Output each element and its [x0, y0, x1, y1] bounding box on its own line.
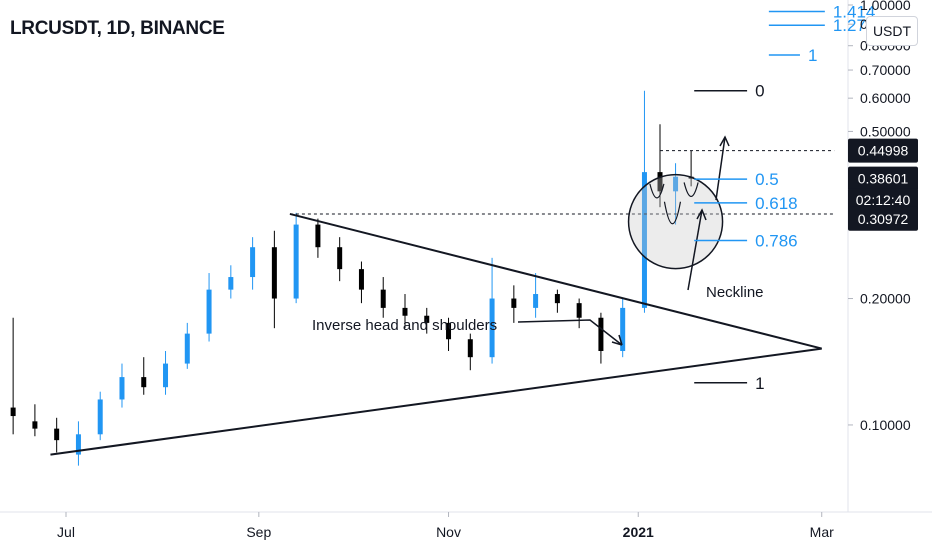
x-tick-label: Nov	[436, 524, 461, 540]
price-tag-bg	[848, 188, 918, 213]
symbol-title: LRCUSDT, 1D, BINANCE	[10, 18, 225, 39]
candle-body	[163, 363, 169, 388]
candle-body	[97, 399, 103, 435]
fib-level-label: 1	[755, 374, 764, 393]
candles	[10, 90, 694, 466]
candle-body	[380, 289, 386, 308]
fib-level-label: 1.414	[833, 2, 876, 21]
price-tag-label: 0.30972	[858, 211, 909, 227]
x-tick-label: Sep	[246, 524, 271, 540]
x-tick-label: Jul	[57, 524, 75, 540]
candle-body	[489, 298, 495, 358]
candle-body	[119, 377, 125, 400]
candle-body	[554, 294, 560, 304]
candle-body	[598, 317, 604, 351]
price-tag-label: 0.44998	[858, 143, 909, 159]
price-tag-bg	[848, 138, 918, 163]
time-axis[interactable]: Jul Sep Nov 2021 Mar	[57, 512, 834, 540]
candle-body	[10, 407, 16, 417]
axis-lines	[0, 0, 932, 513]
candle-body	[533, 294, 539, 308]
price-tag-label: 02:12:40	[856, 192, 911, 208]
currency-button[interactable]: USDT	[866, 16, 918, 46]
candle-body	[293, 224, 299, 299]
projection-arrow-1-head	[696, 208, 707, 221]
annotation-arrowhead	[611, 334, 623, 346]
annotation-neckline: Neckline	[706, 284, 764, 301]
candle-body	[511, 298, 517, 308]
candle-body	[250, 247, 256, 278]
candle-body	[337, 247, 343, 270]
candle-body	[402, 307, 408, 316]
candle-body	[641, 172, 647, 308]
support-trendline[interactable]	[50, 347, 822, 456]
fib-level-label: 0.5	[755, 170, 779, 189]
candle-body	[32, 421, 38, 429]
candle-body	[271, 247, 277, 299]
candle-body	[184, 333, 190, 364]
y-tick-label: 0.10000	[860, 417, 911, 433]
price-tag-bg	[848, 206, 918, 231]
candle-body	[228, 277, 234, 290]
fib-level-label: 1	[808, 46, 817, 65]
candle-body	[446, 322, 452, 340]
candle-body	[673, 176, 679, 192]
annotation-inverse-head-shoulders: Inverse head and shoulders	[312, 317, 497, 334]
candle-body	[424, 315, 430, 323]
annotation-arrow	[517, 319, 623, 346]
fib-level-label: 0.618	[755, 194, 798, 213]
candle-body	[206, 289, 212, 334]
candle-body	[75, 434, 81, 455]
projection-arrow-1	[687, 209, 703, 291]
candle-body	[657, 172, 663, 192]
y-tick-label: 0.60000	[860, 90, 911, 106]
price-tag-bg	[848, 166, 918, 191]
fib-level-label: 0.786	[755, 231, 798, 250]
y-tick-label: 1.00000	[860, 0, 911, 13]
y-tick-label: 0.20000	[860, 291, 911, 307]
y-tick-label: 0.70000	[860, 62, 911, 78]
x-tick-label: 2021	[623, 524, 654, 540]
shoulder-arc	[683, 182, 699, 198]
projection-arrow-2	[715, 136, 726, 201]
candle-body	[576, 303, 582, 318]
y-tick-label: 0.50000	[860, 123, 911, 139]
candle-body	[315, 224, 321, 248]
candle-body	[620, 307, 626, 351]
resistance-trendline[interactable]	[289, 212, 822, 350]
fib-level-label: 1.272	[833, 16, 876, 35]
candle-body	[467, 339, 473, 358]
drawings[interactable]: Inverse head and shoulders Neckline	[50, 135, 835, 456]
shoulder-arc	[649, 183, 665, 199]
x-tick-label: Mar	[810, 524, 834, 540]
candle-body	[54, 428, 60, 441]
price-tag-label: 0.38601	[858, 171, 909, 187]
projection-arrow-2-head	[719, 135, 730, 147]
candle-body	[141, 377, 147, 388]
head-arc	[663, 201, 682, 225]
price-tags: 0.44998 0.38601 02:12:40 0.30972	[848, 138, 918, 231]
fib-level-label: 0	[755, 82, 764, 101]
candle-body	[358, 269, 364, 290]
